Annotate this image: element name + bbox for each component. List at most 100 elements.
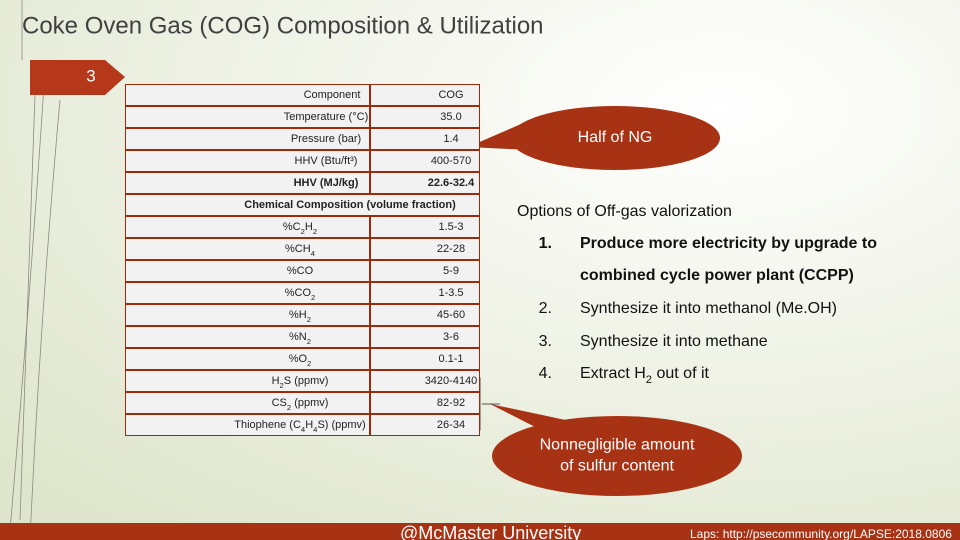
- text: Extract H2 out of it: [580, 365, 710, 386]
- table-cell: [126, 195, 479, 215]
- text: 45-60: [437, 309, 465, 321]
- text-part: %C: [283, 221, 301, 233]
- text-part: 5-9: [443, 265, 459, 277]
- text-part: 22.6-32.4: [428, 177, 475, 189]
- text-part: H: [272, 375, 280, 387]
- text: 22.6-32.4: [428, 177, 475, 189]
- text: 82-92: [437, 397, 465, 409]
- subscript: 4: [301, 425, 306, 434]
- list-number: 4.: [539, 365, 552, 382]
- list-number: 1.: [539, 235, 552, 252]
- subscript: 4: [313, 425, 318, 434]
- text-part: %CH: [285, 243, 311, 255]
- options-title: Options of Off-gas valorization: [517, 203, 732, 220]
- text-part: 0.1-1: [438, 353, 463, 365]
- text: %CO2: [285, 287, 316, 302]
- table-cell: [126, 283, 369, 303]
- table-cell: [371, 85, 479, 105]
- text: %CH4: [285, 243, 316, 258]
- text-part: 82-92: [437, 397, 465, 409]
- text: HHV (Btu/ft³): [295, 155, 358, 167]
- footer-bar: [0, 523, 960, 540]
- table-cell: [126, 151, 369, 171]
- text-part: Extract H: [580, 365, 646, 382]
- text: 1-3.5: [438, 287, 463, 299]
- callout-text: Nonnegligible amount: [540, 437, 695, 454]
- subscript: 2: [311, 293, 315, 302]
- text-part: 22-28: [437, 243, 465, 255]
- text: combined cycle power plant (CCPP): [580, 267, 854, 284]
- subscript: 4: [311, 249, 316, 258]
- text-part: 45-60: [437, 309, 465, 321]
- table-header: COG: [438, 89, 463, 101]
- text: %O2: [289, 353, 312, 368]
- text: 26-34: [437, 419, 465, 431]
- callout: [492, 416, 742, 496]
- text-part: CS: [272, 397, 287, 409]
- text: 3420-4140: [425, 375, 478, 387]
- subscript: 2: [313, 227, 317, 236]
- text-part: Produce more electricity by upgrade to: [580, 235, 877, 252]
- text-part: Pressure (bar): [291, 133, 361, 145]
- table-cell: [126, 107, 369, 127]
- text-part: Temperature (°C): [284, 111, 368, 123]
- table-cell: [126, 239, 369, 259]
- list-number: 2.: [539, 300, 552, 317]
- text: Temperature (°C): [284, 111, 368, 123]
- text: Synthesize it into methane: [580, 333, 768, 350]
- text-part: (ppmv): [291, 397, 328, 409]
- table-cell: [126, 261, 369, 281]
- slide-number: 3: [86, 66, 95, 85]
- table-cell: [371, 261, 479, 281]
- text-part: 1.5-3: [438, 221, 463, 233]
- text: 1.4: [443, 133, 458, 145]
- list-number: 3.: [539, 333, 552, 350]
- text: 22-28: [437, 243, 465, 255]
- table-cell: [371, 283, 479, 303]
- text: Produce more electricity by upgrade to: [580, 235, 877, 252]
- subscript: 2: [301, 227, 305, 236]
- table-cell: [126, 305, 369, 325]
- text-part: Synthesize it into methanol (Me.OH): [580, 300, 837, 317]
- callout: [510, 106, 720, 170]
- text: 0.1-1: [438, 353, 463, 365]
- slide-number-tab: [30, 60, 125, 95]
- table-cell: [126, 217, 369, 237]
- text-part: 3-6: [443, 331, 459, 343]
- table-cell: [126, 371, 369, 391]
- table-cell: [371, 305, 479, 325]
- table-cell: [126, 85, 369, 105]
- text-part: 1.4: [443, 133, 458, 145]
- text: 1.5-3: [438, 221, 463, 233]
- subscript: 2: [307, 337, 311, 346]
- text-part: 26-34: [437, 419, 465, 431]
- text-part: %N: [289, 331, 307, 343]
- table-cell: [126, 393, 369, 413]
- text-part: combined cycle power plant (CCPP): [580, 267, 854, 284]
- table-cell: [371, 349, 479, 369]
- text: %CO: [287, 265, 314, 277]
- table-cell: [371, 415, 479, 435]
- text-part: S) (ppmv): [317, 419, 365, 431]
- text-part: 1-3.5: [438, 287, 463, 299]
- text-part: %CO: [285, 287, 312, 299]
- subscript: 2: [307, 359, 311, 368]
- text: Synthesize it into methanol (Me.OH): [580, 300, 837, 317]
- table-cell: [371, 239, 479, 259]
- table-cell: [126, 129, 369, 149]
- subscript: 2: [287, 403, 291, 412]
- text-part: Thiophene (C: [234, 419, 301, 431]
- text: %N2: [289, 331, 311, 346]
- table-cell: [371, 371, 479, 391]
- table-section-title: Chemical Composition (volume fraction): [244, 199, 456, 211]
- callout-text: of sulfur content: [560, 458, 674, 475]
- subscript: 2: [646, 374, 652, 386]
- text-part: 400-570: [431, 155, 471, 167]
- table-cell: [371, 327, 479, 347]
- decor-line: [29, 99, 61, 540]
- table-cell: [126, 415, 369, 435]
- subscript: 2: [307, 315, 311, 324]
- text: Pressure (bar): [291, 133, 361, 145]
